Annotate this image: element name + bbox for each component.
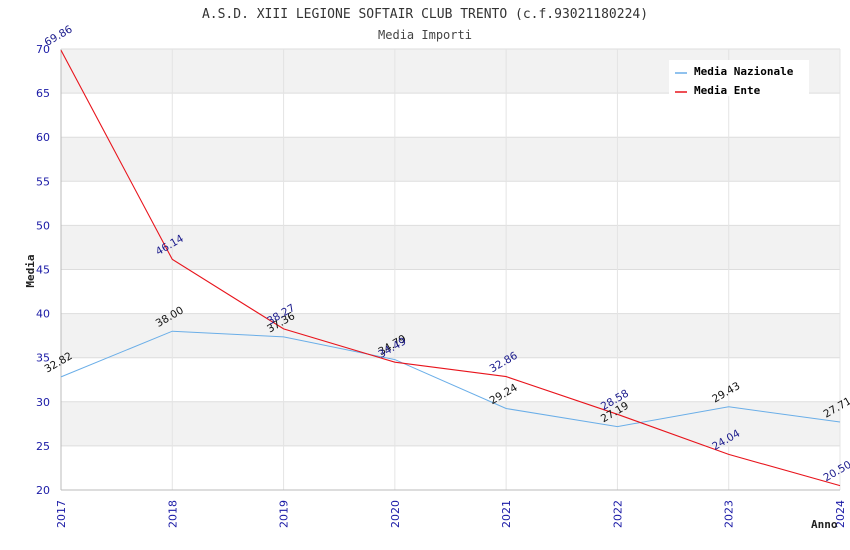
legend-label-media-ente: Media Ente bbox=[694, 84, 761, 97]
y-tick-label: 20 bbox=[36, 484, 50, 497]
background-band bbox=[61, 225, 840, 270]
x-tick-labels: 2017 2018 2019 2020 2021 2022 2023 2024 bbox=[55, 500, 847, 528]
y-tick-label: 65 bbox=[36, 87, 50, 100]
y-tick-label: 25 bbox=[36, 440, 50, 453]
legend-box bbox=[669, 60, 809, 96]
x-tick-label: 2018 bbox=[166, 500, 179, 528]
legend: Media Nazionale Media Ente bbox=[669, 60, 809, 97]
legend-label-media-nazionale: Media Nazionale bbox=[694, 65, 794, 78]
y-axis-label: Media bbox=[24, 254, 37, 287]
y-tick-label: 55 bbox=[36, 175, 50, 188]
background-band bbox=[61, 313, 840, 358]
axes bbox=[60, 49, 840, 491]
chart-subtitle: Media Importi bbox=[378, 28, 472, 42]
y-tick-label: 50 bbox=[36, 219, 50, 232]
x-tick-label: 2023 bbox=[723, 500, 736, 528]
series-lines bbox=[60, 49, 841, 487]
x-tick-label: 2017 bbox=[55, 500, 68, 528]
x-tick-label: 2022 bbox=[611, 500, 624, 528]
data-label-media-ente: 20.50 bbox=[822, 459, 850, 484]
background-band bbox=[61, 137, 840, 182]
x-tick-label: 2024 bbox=[834, 500, 847, 528]
y-tick-label: 40 bbox=[36, 308, 50, 321]
y-tick-label: 70 bbox=[36, 43, 50, 56]
chart-title: A.S.D. XIII LEGIONE SOFTAIR CLUB TRENTO … bbox=[202, 7, 648, 22]
y-tick-label: 45 bbox=[36, 264, 50, 277]
x-axis-label: Anno bbox=[811, 518, 838, 531]
series-line-media-ente bbox=[60, 49, 841, 487]
y-tick-label: 35 bbox=[36, 352, 50, 365]
y-tick-label: 30 bbox=[36, 396, 50, 409]
y-tick-label: 60 bbox=[36, 131, 50, 144]
series-line-media-nazionale bbox=[60, 330, 841, 428]
x-tick-label: 2020 bbox=[389, 500, 402, 528]
background-band bbox=[61, 401, 840, 446]
y-tick-labels: 20 25 30 35 40 45 50 55 60 65 70 bbox=[36, 43, 50, 497]
x-tick-label: 2021 bbox=[500, 500, 513, 528]
x-tick-label: 2019 bbox=[278, 500, 291, 528]
data-label-media-ente: 69.86 bbox=[43, 23, 75, 49]
plot-background-bands bbox=[61, 49, 840, 446]
